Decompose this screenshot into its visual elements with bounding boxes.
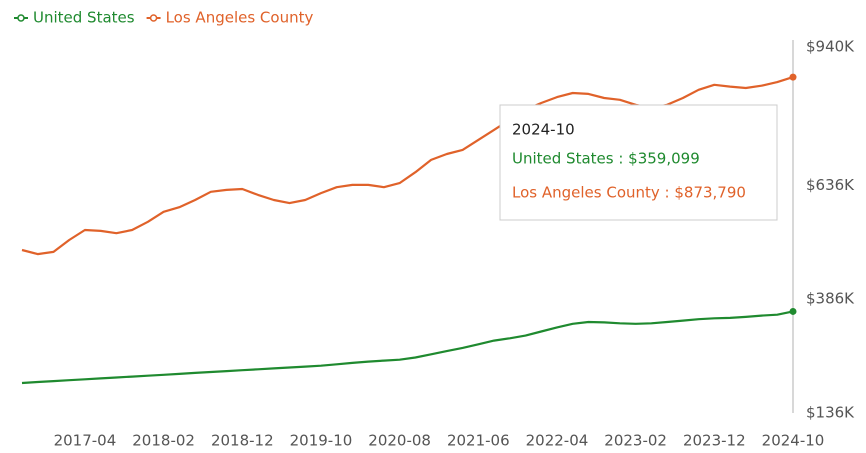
tooltip-line: Los Angeles County : $873,790 bbox=[512, 184, 746, 202]
x-tick-label: 2020-08 bbox=[368, 432, 431, 450]
tooltip-line: United States : $359,099 bbox=[512, 150, 700, 168]
x-tick-label: 2018-02 bbox=[132, 432, 195, 450]
tooltip-box bbox=[499, 104, 778, 221]
y-tick-label: $136K bbox=[806, 404, 855, 422]
legend-label: Los Angeles County bbox=[166, 9, 314, 27]
x-tick-label: 2018-12 bbox=[211, 432, 274, 450]
tooltip-title: 2024-10 bbox=[512, 121, 575, 139]
x-tick-label: 2022-04 bbox=[526, 432, 589, 450]
y-tick-label: $636K bbox=[806, 176, 855, 194]
x-tick-label: 2021-06 bbox=[447, 432, 510, 450]
legend-icon bbox=[17, 14, 25, 22]
y-tick-label: $940K bbox=[806, 38, 855, 56]
hover-point bbox=[789, 307, 797, 315]
series-line bbox=[21, 310, 794, 385]
legend-icon bbox=[149, 14, 158, 22]
legend-label: United States bbox=[33, 9, 135, 27]
x-tick-label: 2019-10 bbox=[290, 432, 353, 450]
x-tick-label: 2023-12 bbox=[683, 432, 746, 450]
y-tick-label: $386K bbox=[806, 290, 855, 308]
x-tick-label: 2024-10 bbox=[762, 432, 825, 450]
x-tick-label: 2023-02 bbox=[604, 432, 667, 450]
x-tick-label: 2017-04 bbox=[54, 432, 117, 450]
hover-point bbox=[789, 73, 797, 81]
